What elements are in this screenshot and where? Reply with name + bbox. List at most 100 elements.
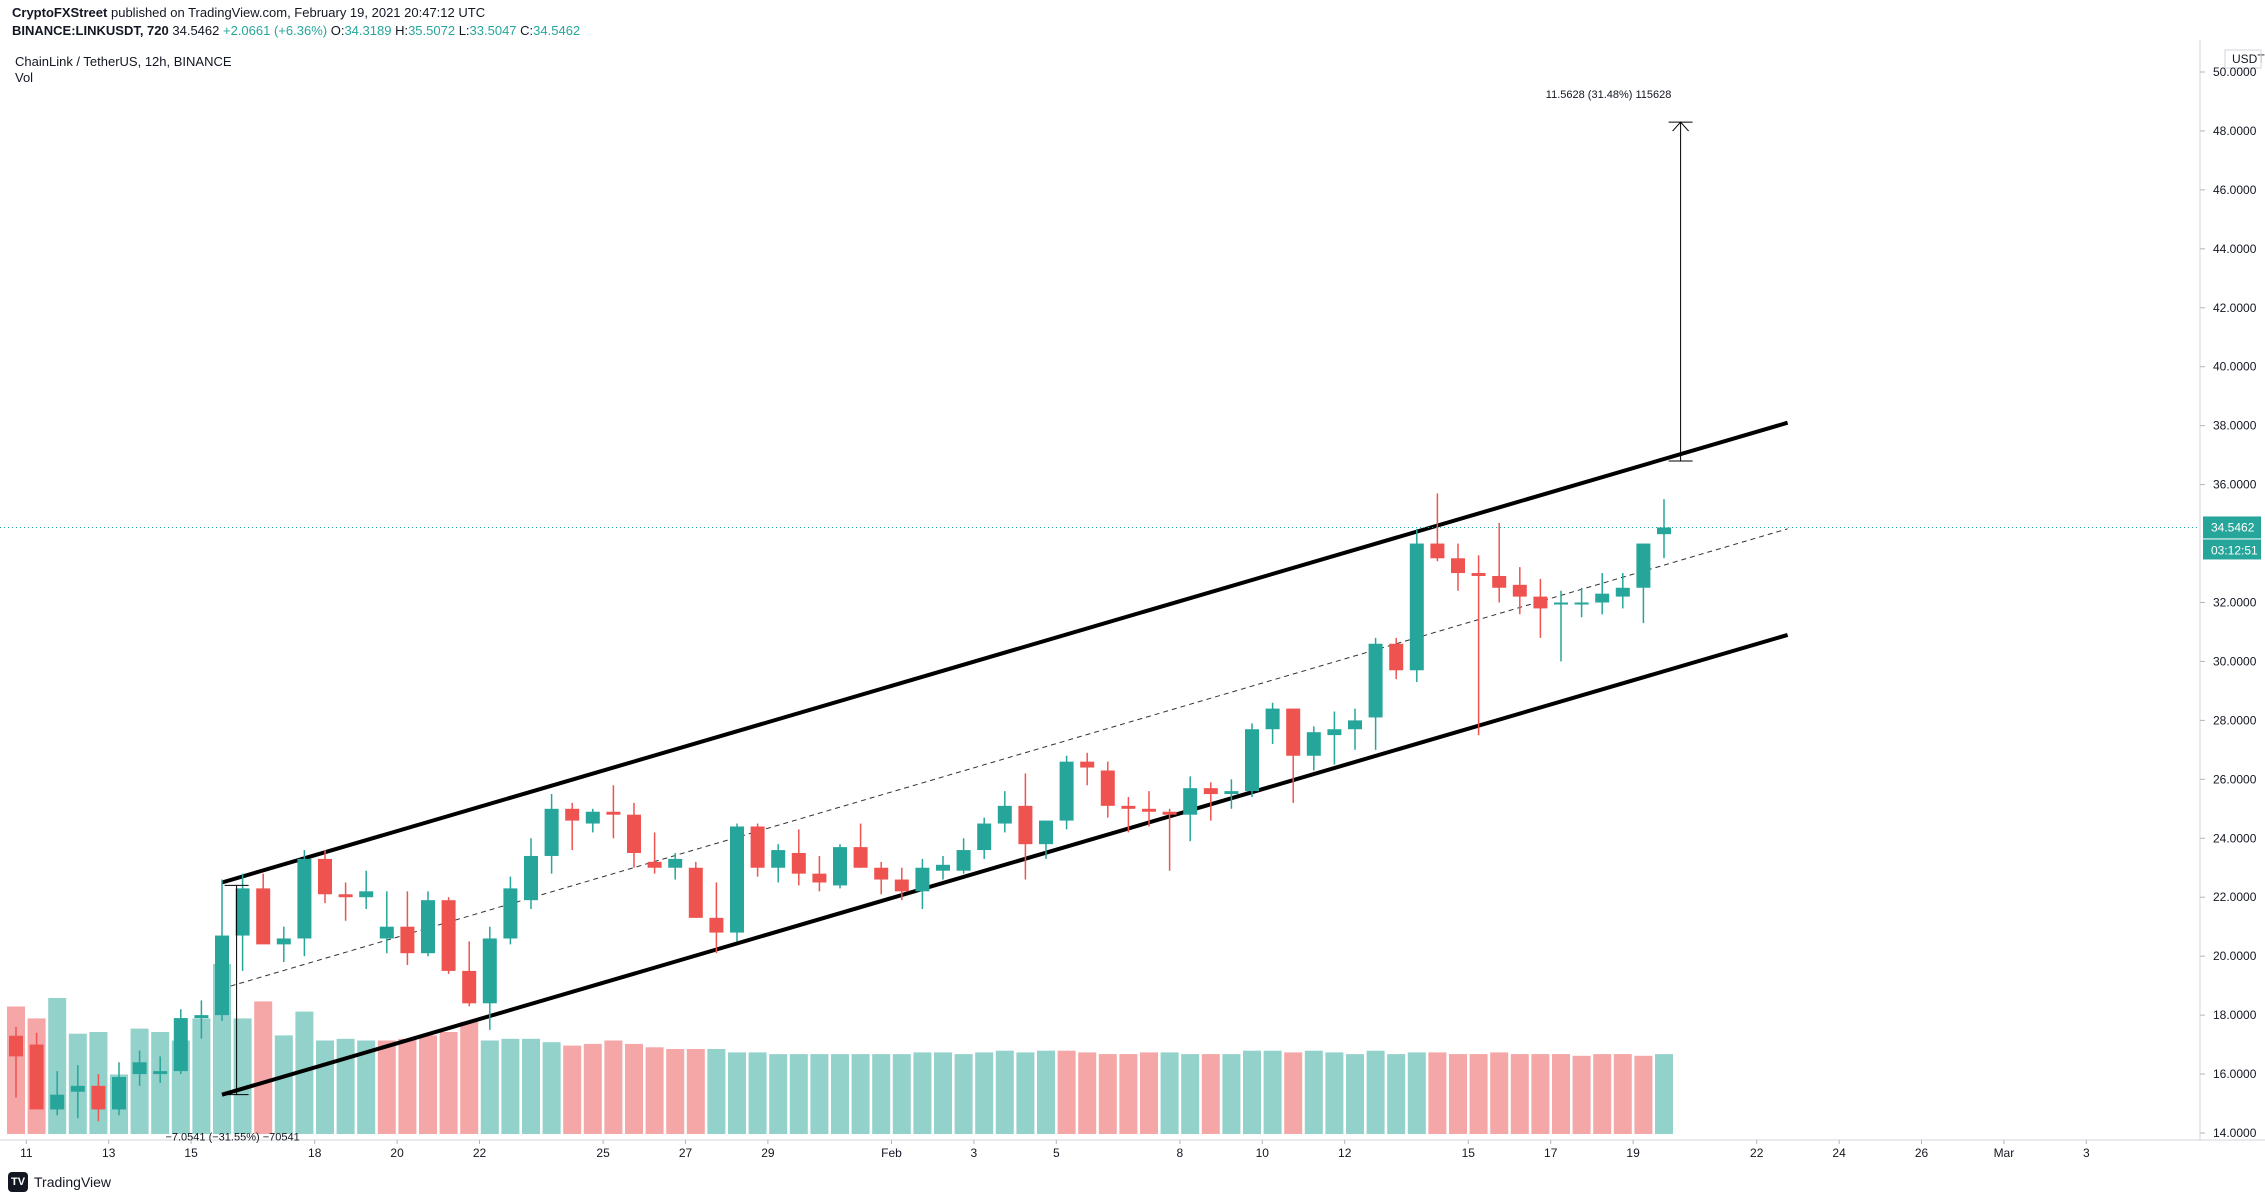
- candle[interactable]: [688, 861, 703, 918]
- candle[interactable]: [730, 823, 744, 942]
- candle[interactable]: [9, 1026, 23, 1098]
- candle[interactable]: [853, 823, 868, 868]
- candle[interactable]: [276, 926, 291, 963]
- candle[interactable]: [29, 1032, 44, 1110]
- candle[interactable]: [1368, 637, 1383, 750]
- candle[interactable]: [833, 844, 847, 889]
- candle[interactable]: [503, 876, 518, 945]
- candle[interactable]: [215, 879, 229, 1022]
- candle[interactable]: [359, 870, 374, 910]
- candle[interactable]: [1327, 711, 1342, 765]
- channel-mid-line[interactable]: [221, 528, 1788, 990]
- candle[interactable]: [1574, 587, 1589, 618]
- candle[interactable]: [318, 850, 332, 904]
- candle[interactable]: [977, 817, 992, 859]
- candle[interactable]: [565, 802, 580, 851]
- candle[interactable]: [1389, 637, 1404, 680]
- candle[interactable]: [1265, 702, 1280, 744]
- candle[interactable]: [1471, 555, 1486, 736]
- volume-bar: [1243, 1050, 1261, 1134]
- candle[interactable]: [194, 1000, 209, 1039]
- candle[interactable]: [1615, 573, 1630, 609]
- candle-body: [9, 1035, 23, 1057]
- candle[interactable]: [606, 785, 621, 839]
- candle[interactable]: [462, 941, 477, 1007]
- candle[interactable]: [400, 891, 415, 966]
- candle[interactable]: [379, 891, 394, 954]
- candle-body: [153, 1071, 168, 1075]
- candle[interactable]: [1100, 761, 1115, 818]
- candle[interactable]: [1636, 543, 1651, 624]
- candle[interactable]: [647, 832, 662, 874]
- candle[interactable]: [936, 855, 950, 880]
- candle[interactable]: [1245, 723, 1259, 798]
- candle[interactable]: [1306, 726, 1321, 771]
- candle[interactable]: [544, 794, 559, 874]
- candle[interactable]: [750, 823, 765, 877]
- candle[interactable]: [627, 802, 641, 868]
- candle[interactable]: [771, 844, 786, 883]
- volume-bar: [1613, 1054, 1632, 1134]
- candle[interactable]: [1162, 808, 1177, 871]
- volume-indicator-label[interactable]: Vol: [15, 70, 34, 85]
- candle[interactable]: [112, 1062, 126, 1116]
- candle[interactable]: [1183, 776, 1198, 842]
- candle[interactable]: [1039, 820, 1053, 859]
- symbol-label[interactable]: BINANCE:LINKUSDT, 720: [12, 23, 169, 38]
- candle[interactable]: [1554, 590, 1568, 662]
- channel-lower-line[interactable]: [221, 633, 1789, 1097]
- candle[interactable]: [1348, 708, 1362, 750]
- candle[interactable]: [1451, 543, 1465, 591]
- candle[interactable]: [791, 829, 806, 886]
- candle[interactable]: [1430, 493, 1445, 562]
- volume-bar: [1490, 1052, 1509, 1134]
- candle[interactable]: [91, 1074, 106, 1122]
- candle[interactable]: [256, 873, 271, 945]
- candle[interactable]: [1595, 573, 1610, 615]
- candle[interactable]: [173, 1009, 188, 1075]
- candle[interactable]: [956, 838, 971, 874]
- candle[interactable]: [1657, 499, 1671, 559]
- candle[interactable]: [1142, 791, 1156, 827]
- candle[interactable]: [812, 855, 827, 892]
- candle[interactable]: [153, 1056, 168, 1083]
- candle[interactable]: [1080, 752, 1095, 786]
- candle[interactable]: [1512, 567, 1527, 615]
- candle[interactable]: [668, 853, 683, 880]
- tradingview-logo-icon: TV: [8, 1172, 28, 1192]
- candle[interactable]: [1409, 528, 1424, 683]
- candle[interactable]: [1533, 578, 1548, 638]
- candle[interactable]: [894, 867, 909, 901]
- publisher-name[interactable]: CryptoFXStreet: [12, 5, 108, 20]
- time-axis[interactable]: 11 13 15 18 20 22 25 27 29 Feb 3 5 8 10 12 15 17 19 22 24 26…: [20, 1140, 2090, 1160]
- candle[interactable]: [70, 1065, 85, 1119]
- candle[interactable]: [1492, 522, 1507, 603]
- candle[interactable]: [709, 882, 724, 954]
- candle[interactable]: [997, 791, 1012, 833]
- candle[interactable]: [482, 926, 497, 1030]
- candle[interactable]: [235, 873, 250, 971]
- tradingview-branding[interactable]: TV TradingView: [8, 1172, 111, 1192]
- candle[interactable]: [1286, 708, 1301, 803]
- candle[interactable]: [441, 897, 456, 974]
- candle[interactable]: [1059, 755, 1074, 830]
- candle[interactable]: [585, 808, 600, 833]
- candle[interactable]: [1224, 779, 1239, 809]
- candle[interactable]: [524, 838, 538, 910]
- candle[interactable]: [50, 1071, 65, 1116]
- candle[interactable]: [297, 850, 312, 957]
- candle[interactable]: [338, 882, 353, 921]
- channel-upper-line[interactable]: [221, 420, 1789, 885]
- candle[interactable]: [1121, 797, 1136, 833]
- candle[interactable]: [874, 861, 889, 895]
- candle[interactable]: [1018, 773, 1033, 880]
- candle[interactable]: [1203, 782, 1218, 821]
- candle[interactable]: [421, 891, 435, 957]
- pane-title[interactable]: ChainLink / TetherUS, 12h, BINANCE: [15, 54, 232, 69]
- candle[interactable]: [132, 1050, 147, 1086]
- candle[interactable]: [915, 858, 930, 910]
- volume-bar: [892, 1054, 911, 1134]
